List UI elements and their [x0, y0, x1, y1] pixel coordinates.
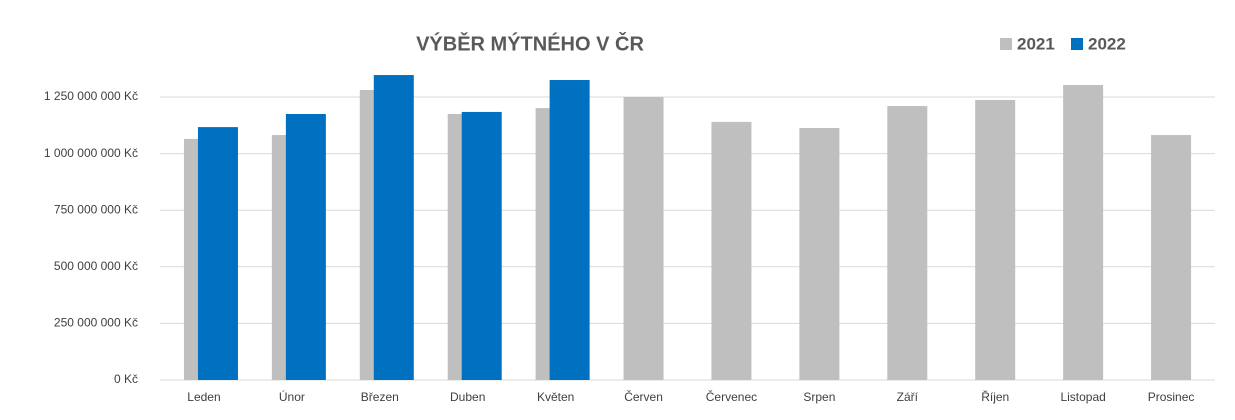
x-tick-label: Leden: [187, 390, 220, 404]
x-tick-label: Listopad: [1060, 390, 1105, 404]
bar: [197, 127, 238, 380]
x-tick-label: Září: [897, 390, 919, 404]
legend-label: 2022: [1088, 34, 1126, 53]
x-tick-label: Květen: [537, 390, 574, 404]
y-tick-label: 750 000 000 Kč: [54, 202, 138, 216]
x-tick-label: Prosinec: [1148, 390, 1195, 404]
bar: [711, 121, 752, 381]
bar: [1151, 135, 1192, 380]
bar: [623, 97, 664, 380]
bar: [975, 99, 1016, 380]
bar: [373, 75, 414, 381]
y-tick-label: 1 000 000 000 Kč: [44, 146, 138, 160]
bar: [887, 106, 928, 380]
bar: [549, 80, 590, 381]
bar: [799, 128, 840, 380]
y-tick-label: 500 000 000 Kč: [54, 259, 138, 273]
x-tick-label: Říjen: [981, 389, 1009, 404]
legend-swatch: [1000, 38, 1012, 50]
x-tick-label: Únor: [279, 389, 305, 404]
x-tick-label: Červen: [624, 389, 663, 404]
x-tick-label: Červenec: [706, 389, 757, 404]
y-tick-label: 0 Kč: [114, 372, 138, 386]
y-tick-label: 1 250 000 000 Kč: [44, 89, 138, 103]
y-tick-label: 250 000 000 Kč: [54, 316, 138, 330]
legend-swatch: [1071, 38, 1083, 50]
x-tick-label: Březen: [361, 390, 399, 404]
x-tick-label: Srpen: [803, 390, 835, 404]
legend-label: 2021: [1017, 34, 1055, 53]
x-tick-label: Duben: [450, 390, 485, 404]
bar: [1063, 85, 1104, 381]
bar: [285, 113, 326, 380]
bar: [461, 111, 502, 381]
chart-title: VÝBĚR MÝTNÉHO V ČR: [416, 31, 644, 55]
